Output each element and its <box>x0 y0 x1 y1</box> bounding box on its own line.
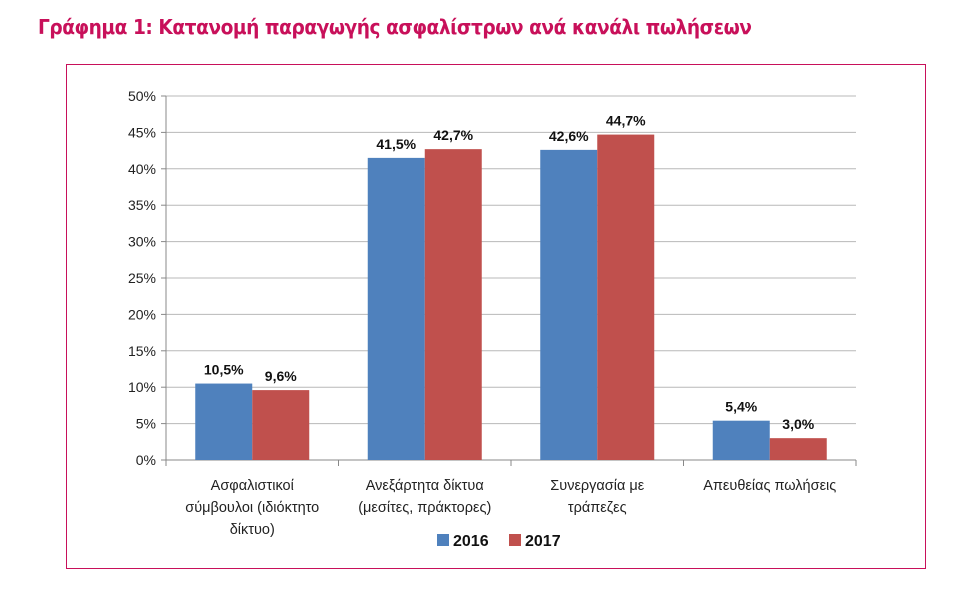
y-tick-label: 40% <box>128 161 156 177</box>
y-tick-label: 45% <box>128 124 156 140</box>
chart-title: Γράφημα 1: Κατανομή παραγωγής ασφαλίστρω… <box>38 15 752 39</box>
y-tick-label: 50% <box>128 88 156 104</box>
bar-2017 <box>424 149 482 461</box>
chart-frame <box>66 64 926 569</box>
x-category-label: σύμβουλοι (ιδιόκτητο <box>185 500 319 516</box>
y-tick-label: 20% <box>128 306 156 322</box>
y-tick-label: 35% <box>128 197 156 213</box>
legend-label: 2016 <box>453 533 489 550</box>
data-label: 10,5% <box>204 362 244 378</box>
data-label: 41,5% <box>376 136 416 152</box>
bar-2016 <box>195 383 253 460</box>
data-label: 44,7% <box>606 113 646 129</box>
legend-label: 2017 <box>525 533 561 550</box>
data-label: 3,0% <box>782 416 814 432</box>
x-category-label: Απευθείας πωλήσεις <box>703 478 836 494</box>
legend-swatch-2017 <box>509 534 521 546</box>
y-tick-label: 5% <box>136 416 156 432</box>
data-label: 42,7% <box>433 127 473 143</box>
x-category-label: Συνεργασία με <box>550 478 644 494</box>
legend-swatch-2016 <box>437 534 449 546</box>
bar-2017 <box>769 438 827 460</box>
bar-2016 <box>540 149 598 460</box>
y-tick-label: 30% <box>128 234 156 250</box>
x-category-label: τράπεζες <box>568 500 627 516</box>
x-category-label: Ασφαλιστικοί <box>211 478 295 494</box>
y-tick-label: 0% <box>136 452 156 468</box>
data-label: 5,4% <box>725 399 757 415</box>
bar-2017 <box>597 134 655 461</box>
data-label: 9,6% <box>265 368 297 384</box>
y-tick-label: 10% <box>128 379 156 395</box>
bar-2016 <box>367 157 425 460</box>
bar-2016 <box>712 420 770 460</box>
x-category-label: Ανεξάρτητα δίκτυα <box>366 478 484 494</box>
bar-2017 <box>252 390 310 460</box>
x-category-label: (μεσίτες, πράκτορες) <box>358 500 491 516</box>
y-tick-label: 15% <box>128 343 156 359</box>
data-label: 42,6% <box>549 128 589 144</box>
y-tick-label: 25% <box>128 270 156 286</box>
x-category-label: δίκτυο) <box>230 522 275 538</box>
